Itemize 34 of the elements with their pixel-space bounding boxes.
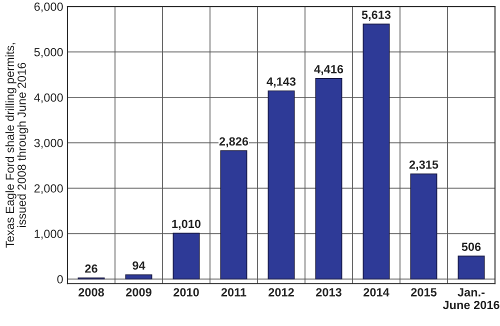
y-tick-label: 0 [57, 275, 63, 284]
data-label: 2,315 [409, 160, 438, 171]
x-tick-label: 2013 [316, 288, 342, 296]
bar [125, 274, 152, 280]
data-label: 94 [132, 261, 146, 270]
x-tick-label: 2012 [268, 288, 294, 296]
x-tick-label: 2010 [174, 288, 199, 296]
y-tick-label: 1,000 [34, 230, 63, 240]
data-label: 1,010 [172, 220, 201, 230]
y-axis-title: Texas Eagle Ford shale drilling permits, issued 2008 through June 2016 [5, 43, 28, 248]
x-tick-label: 2015 [411, 288, 437, 296]
bar [220, 150, 248, 280]
data-label: 2,826 [219, 137, 248, 148]
bar [315, 78, 342, 280]
bar [458, 256, 485, 280]
bar [410, 173, 438, 280]
bar [362, 24, 390, 280]
y-tick-label: 6,000 [34, 2, 63, 12]
y-tick-label: 5,000 [34, 48, 63, 58]
data-label: 26 [85, 264, 98, 273]
x-tick-label: 2011 [221, 288, 246, 296]
bar [172, 232, 200, 280]
y-tick-label: 3,000 [34, 138, 63, 149]
data-label: 4,143 [266, 77, 296, 88]
x-tick-label: 2008 [78, 288, 104, 296]
data-label: 506 [462, 242, 481, 251]
y-tick-label: 4,000 [34, 93, 63, 104]
data-label: 4,416 [314, 65, 344, 76]
x-tick-label: 2009 [126, 288, 152, 296]
data-label: 5,613 [362, 10, 391, 21]
bar [268, 90, 295, 280]
x-tick-label: Jan.- June 2016 [442, 288, 500, 310]
y-tick-label: 2,000 [34, 184, 63, 194]
x-tick-label: 2014 [364, 288, 390, 296]
